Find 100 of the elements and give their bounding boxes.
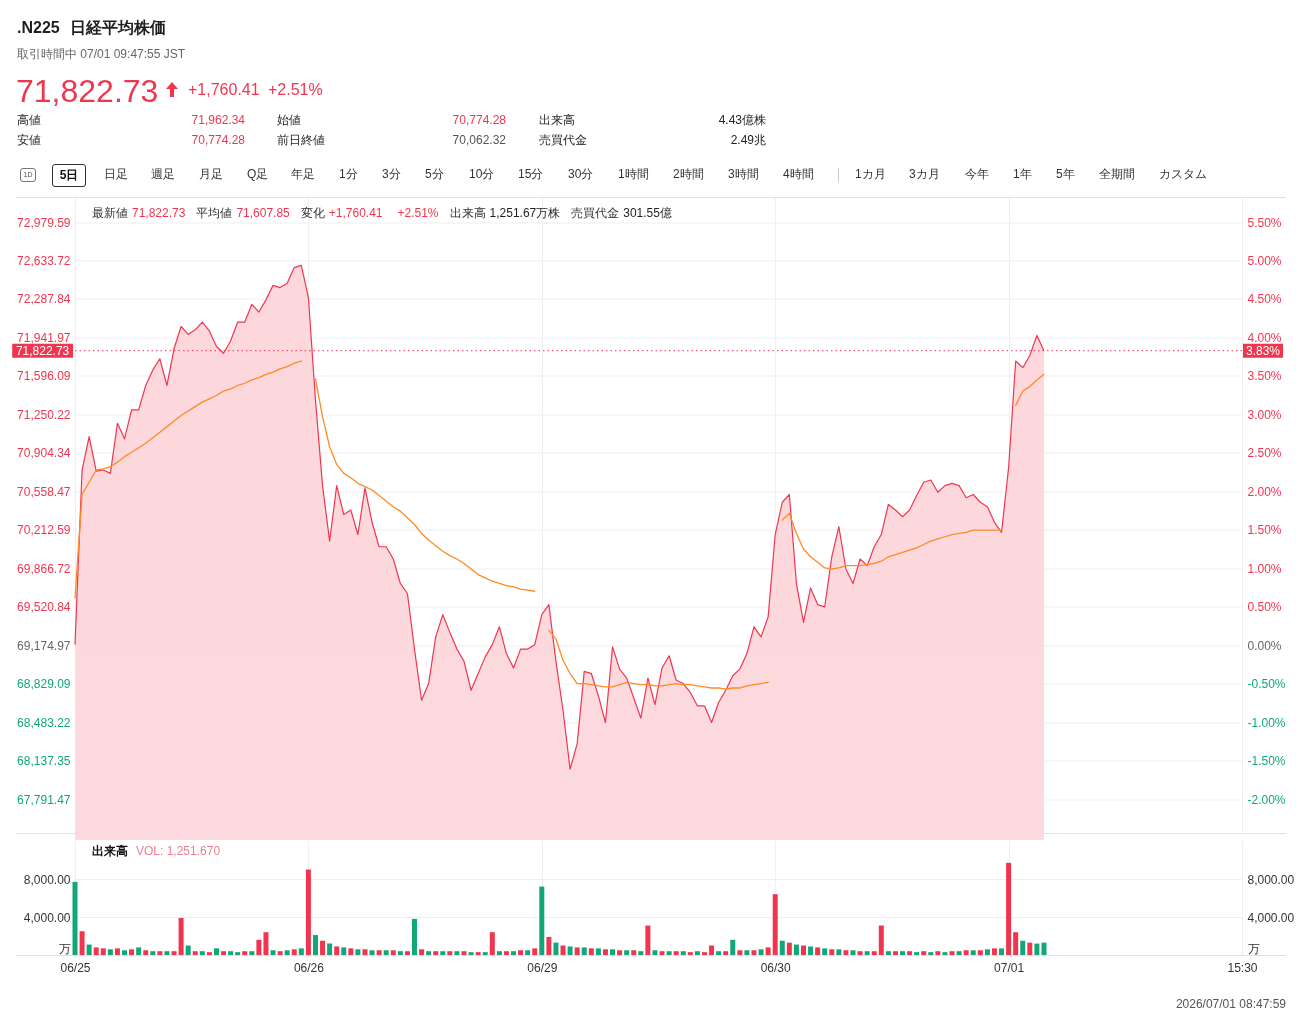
text: 70,774.28 (452, 113, 506, 128)
annotation: +2.51% (397, 206, 439, 221)
text: 売買代金 (539, 133, 587, 148)
text: 2.49兆 (730, 133, 766, 148)
text: 1時間 (618, 167, 649, 182)
text: 2時間 (673, 167, 704, 182)
ref-line-label: 71,822.73 (15, 343, 70, 358)
text: 30分 (568, 167, 594, 182)
x-tick-label: 06/29 (527, 960, 558, 975)
annotation: 出来高 (449, 206, 486, 221)
annotation: 301.55億 (623, 206, 672, 221)
text: 3分 (382, 167, 401, 182)
y2-tick-label: 4.50% (1247, 292, 1282, 307)
y-tick-label: 72,633.72 (17, 253, 71, 268)
y-tick-label: 71,941.97 (17, 330, 71, 345)
text: 週足 (151, 167, 175, 182)
text: 71,822.73 (16, 73, 159, 110)
y-tick-label: 69,174.97 (17, 638, 71, 653)
text: 70,062.32 (452, 133, 506, 148)
text: 1分 (339, 167, 358, 182)
y2-tick-label: 1.00% (1247, 561, 1282, 576)
x-tick-label: 06/26 (293, 960, 325, 975)
y-tick-label: 72,287.84 (17, 292, 71, 307)
text: 全期間 (1099, 167, 1135, 182)
y2-tick-label: 5.00% (1247, 254, 1282, 269)
chart-title: .N225 日経平均株価 (17, 19, 167, 38)
text: 5年 (1056, 167, 1075, 182)
text: +1,760.41 (188, 81, 260, 100)
chart-title: 出来高 (92, 844, 128, 859)
text: 始値 (277, 113, 301, 128)
y2-tick-label: 3.50% (1247, 369, 1282, 384)
text: 15分 (518, 167, 544, 182)
x-tick-label: 07/01 (994, 960, 1025, 975)
text: 10分 (469, 167, 495, 182)
text: 安値 (17, 133, 41, 148)
text: 71,962.34 (191, 113, 245, 128)
text: 4.43億株 (718, 113, 766, 128)
y-tick-label: 68,829.09 (17, 677, 71, 692)
text: 今年 (965, 167, 989, 182)
y2-tick-label: 2.50% (1247, 446, 1282, 461)
text: 3カ月 (909, 167, 940, 182)
text: 3時間 (728, 167, 759, 182)
text: 5日 (52, 164, 86, 187)
y-tick-label: 69,520.84 (17, 600, 71, 615)
text: 高値 (17, 113, 41, 128)
annotation: 71,607.85 (236, 206, 290, 221)
y-tick-label: 72,979.59 (17, 215, 71, 230)
y-tick-label: 万 (58, 941, 71, 956)
y-tick-label: 71,250.22 (17, 407, 71, 422)
annotation: 1,251.67万株 (489, 206, 561, 221)
text: 2026/07/01 08:47:59 (1175, 997, 1286, 1011)
y2-tick-label: -1.00% (1247, 715, 1286, 730)
text: 70,774.28 (191, 133, 245, 148)
y-tick-label: 70,558.47 (17, 484, 71, 499)
y-tick-label: 68,483.22 (17, 715, 71, 730)
text: 日足 (104, 167, 128, 182)
y2-tick-label: -1.50% (1247, 754, 1286, 769)
y2-tick-label: 4,000.00 (1247, 910, 1295, 925)
annotation: 売買代金 (571, 206, 620, 221)
y-tick-label: 68,137.35 (17, 754, 71, 769)
y-tick-label: 71,596.09 (17, 369, 71, 384)
text: カスタム (1159, 167, 1207, 182)
y2-tick-label: 万 (1247, 941, 1260, 956)
y2-tick-label: -2.00% (1247, 792, 1286, 807)
y2-tick-label: 1.50% (1247, 523, 1282, 538)
annotation: VOL: 1,251.670 (136, 844, 221, 859)
y2-tick-label: -0.50% (1247, 677, 1286, 692)
y2-tick-label: 2.00% (1247, 484, 1282, 499)
y2-tick-label: 0.50% (1247, 600, 1282, 615)
y2-tick-label: 8,000.00 (1247, 872, 1295, 887)
x-tick-label: 06/25 (60, 960, 91, 975)
text: 年足 (291, 167, 315, 182)
y-tick-label: 67,791.47 (17, 792, 71, 807)
text: 出来高 (539, 113, 575, 128)
text: 1年 (1013, 167, 1032, 182)
y-tick-label: 8,000.00 (23, 872, 71, 887)
y2-tick-label: 0.00% (1247, 638, 1282, 653)
text: 1カ月 (855, 167, 886, 182)
annotation: 最新値 (92, 206, 128, 221)
text: 4時間 (783, 167, 814, 182)
x-tick-label: 06/30 (760, 960, 792, 975)
y-tick-label: 4,000.00 (23, 910, 71, 925)
annotation: 3.83% (1245, 343, 1281, 358)
y-tick-label: 70,212.59 (17, 523, 71, 538)
x-tick-label: 15:30 (1227, 960, 1258, 975)
annotation: 平均値 (196, 206, 233, 221)
text: 月足 (199, 167, 223, 182)
y2-tick-label: 3.00% (1247, 407, 1282, 422)
text: 5分 (425, 167, 444, 182)
annotation: 変化 (300, 206, 325, 221)
text: +2.51% (268, 81, 323, 100)
annotation: +1,760.41 (328, 206, 383, 221)
chart-subtitle: 取引時間中 07/01 09:47:55 JST (17, 47, 186, 62)
y2-tick-label: 4.00% (1247, 330, 1282, 345)
y-tick-label: 70,904.34 (17, 446, 71, 461)
y2-tick-label: 5.50% (1247, 215, 1282, 230)
text: 前日終値 (277, 133, 325, 148)
text: Q足 (247, 167, 269, 182)
y-tick-label: 69,866.72 (17, 561, 71, 576)
annotation: 71,822.73 (132, 206, 186, 221)
